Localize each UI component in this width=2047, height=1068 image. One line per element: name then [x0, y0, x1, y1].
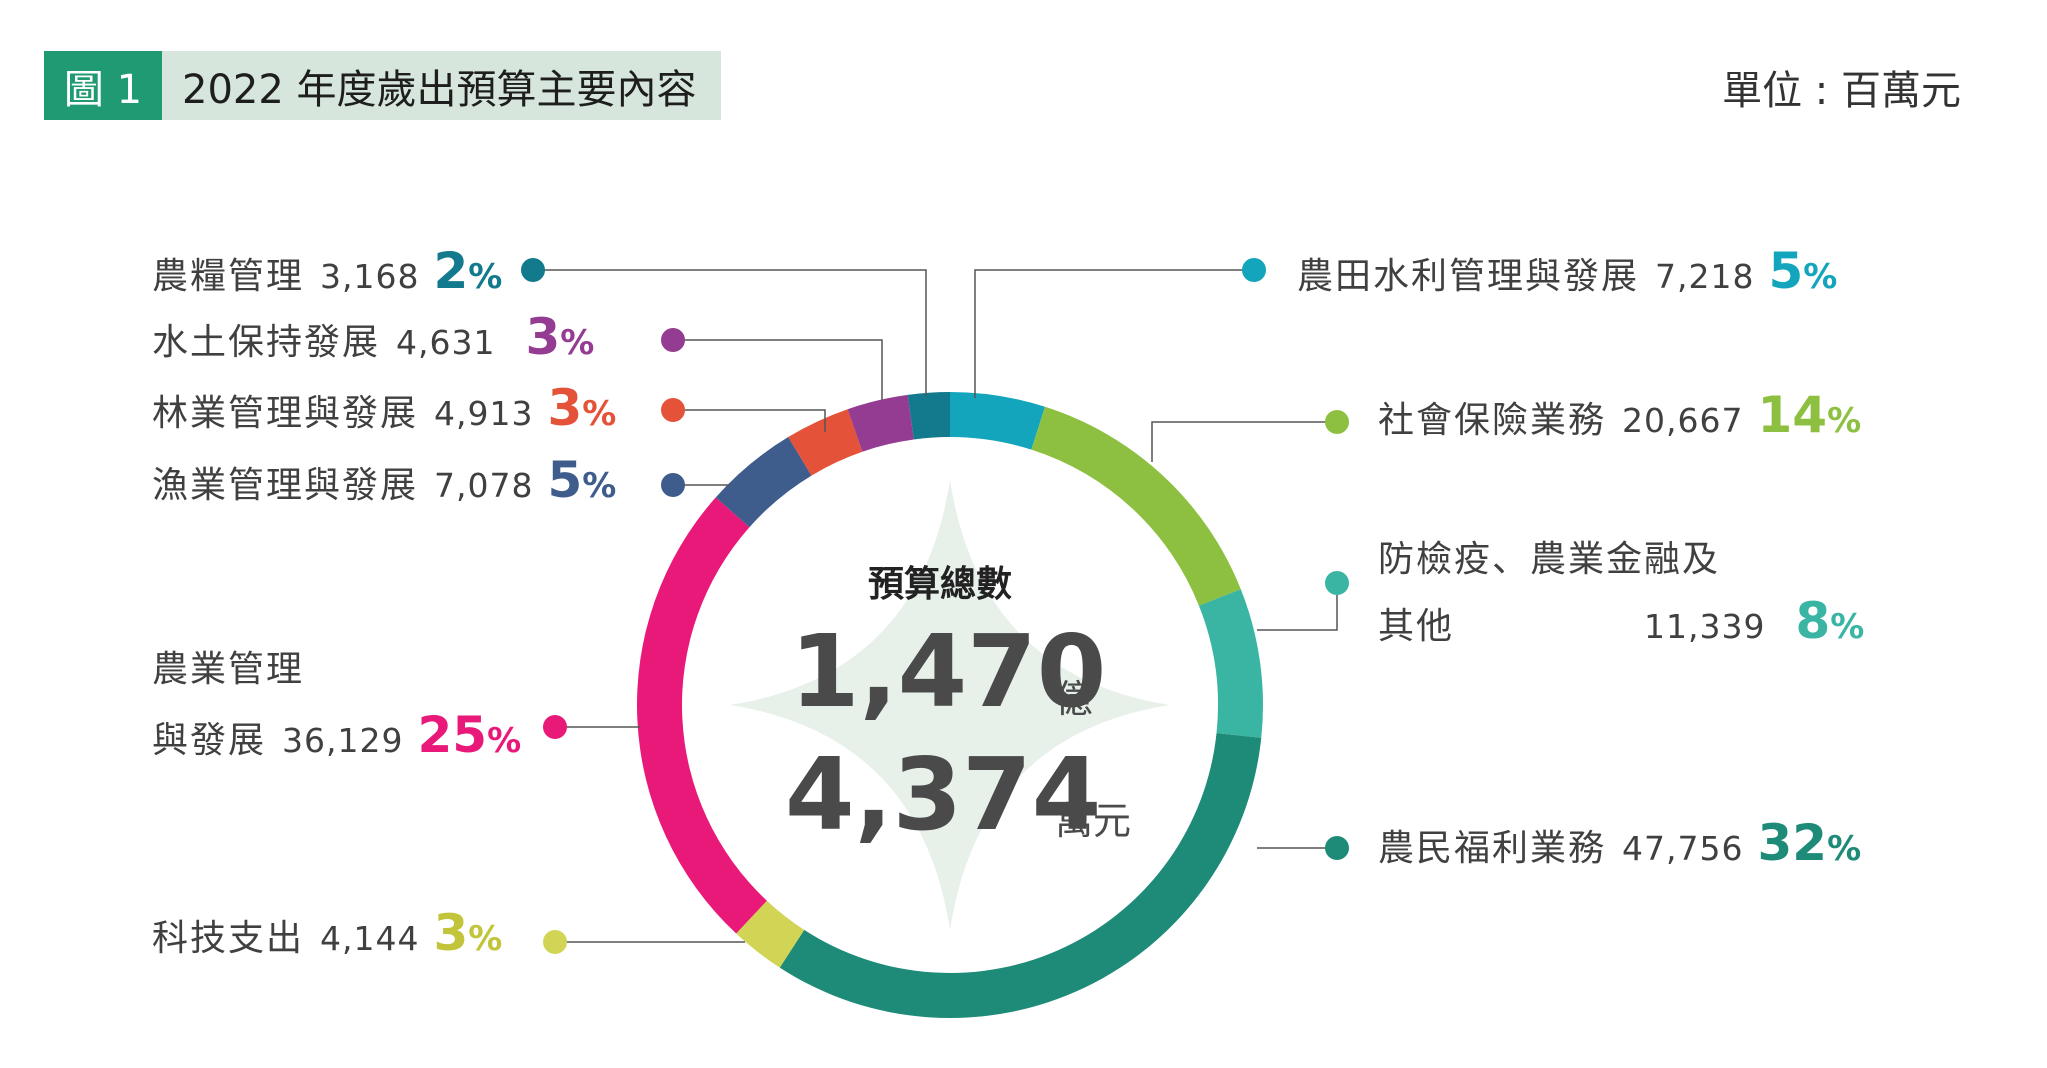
label-percent: 14%	[1757, 386, 1862, 444]
leader-dot	[521, 258, 545, 282]
center-title: 預算總數	[867, 564, 1012, 605]
leader-line	[533, 269, 927, 396]
label-grain: 農糧管理 3,168 2%	[152, 246, 502, 299]
total-unit-wan: 萬元	[1055, 799, 1132, 843]
label-quarantine: 防檢疫、農業金融及 其他 11,339 8%	[1378, 530, 1864, 649]
total-value-yi: 1,470	[790, 613, 1107, 730]
label-value: 7,078	[434, 466, 534, 505]
donut-slice	[1031, 406, 1241, 606]
label-percent: 3%	[433, 904, 503, 962]
label-irrigation: 農田水利管理與發展 7,218 5%	[1297, 246, 1837, 299]
total-unit-yi: 億	[1055, 677, 1094, 721]
label-value: 4,144	[320, 919, 420, 958]
label-percent: 8%	[1795, 592, 1865, 650]
leader-dot	[1325, 836, 1349, 860]
label-name: 農民福利業務	[1378, 828, 1607, 869]
label-percent: 3%	[525, 308, 595, 366]
leader-line	[673, 339, 883, 400]
donut-slice	[907, 392, 950, 440]
donut-slice	[788, 409, 863, 476]
donut-slice	[736, 900, 805, 968]
leader-line	[974, 269, 1254, 398]
label-value: 20,667	[1622, 401, 1744, 440]
label-value: 3,168	[320, 257, 420, 296]
leader-dot	[1325, 410, 1349, 434]
label-percent: 3%	[547, 379, 617, 437]
label-percent: 32%	[1757, 814, 1862, 872]
leader-dot	[661, 328, 685, 352]
label-name-line1: 防檢疫、農業金融及	[1378, 539, 1721, 580]
center-star-decoration	[730, 480, 1170, 930]
label-fishery: 漁業管理與發展 7,078 5%	[152, 455, 616, 508]
label-percent: 5%	[1768, 242, 1838, 300]
label-value: 4,631	[396, 323, 496, 362]
label-forestry: 林業管理與發展 4,913 3%	[152, 383, 616, 436]
label-tech: 科技支出 4,144 3%	[152, 908, 502, 961]
label-name: 社會保險業務	[1378, 400, 1607, 441]
label-name-line2: 與發展	[152, 720, 267, 761]
leader-line	[1151, 421, 1337, 462]
label-name: 農糧管理	[152, 256, 305, 297]
label-value: 7,218	[1655, 257, 1755, 296]
label-insurance: 社會保險業務 20,667 14%	[1378, 390, 1861, 443]
label-welfare: 農民福利業務 47,756 32%	[1378, 818, 1861, 871]
donut-slice	[715, 437, 812, 528]
figure-header: 圖 1 2022 年度歲出預算主要內容	[44, 51, 721, 120]
label-name: 科技支出	[152, 918, 305, 959]
leader-dot	[543, 930, 567, 954]
leader-line	[1257, 583, 1338, 631]
leader-dot	[661, 398, 685, 422]
leader-dot	[543, 715, 567, 739]
label-name: 林業管理與發展	[152, 393, 419, 434]
label-name: 漁業管理與發展	[152, 465, 419, 506]
leader-dot	[1242, 258, 1266, 282]
leader-line	[673, 409, 826, 432]
leader-dot	[1325, 571, 1349, 595]
label-name: 水土保持發展	[152, 322, 381, 363]
label-percent: 25%	[417, 706, 522, 764]
label-value: 11,339	[1644, 607, 1766, 646]
leader-dot	[661, 473, 685, 497]
donut-slice	[637, 497, 767, 934]
donut-slice	[1198, 589, 1263, 738]
label-soil: 水土保持發展 4,631 3%	[152, 312, 594, 365]
unit-label: 單位 : 百萬元	[1722, 68, 1961, 114]
label-value: 4,913	[434, 394, 534, 433]
donut-slice	[847, 394, 914, 452]
label-value: 47,756	[1622, 829, 1744, 868]
label-value: 36,129	[282, 721, 404, 760]
label-name: 農田水利管理與發展	[1297, 256, 1640, 297]
figure-title: 2022 年度歲出預算主要內容	[162, 51, 721, 120]
figure-label: 圖 1	[44, 51, 162, 120]
label-percent: 5%	[547, 451, 617, 509]
label-percent: 2%	[433, 242, 503, 300]
label-name-line1: 農業管理	[152, 649, 305, 690]
label-name-line2: 其他	[1378, 606, 1455, 647]
label-agri: 農業管理 與發展 36,129 25%	[152, 640, 521, 763]
donut-slice	[779, 733, 1262, 1019]
donut-slice	[950, 392, 1046, 450]
total-value-wan: 4,374	[785, 736, 1102, 853]
